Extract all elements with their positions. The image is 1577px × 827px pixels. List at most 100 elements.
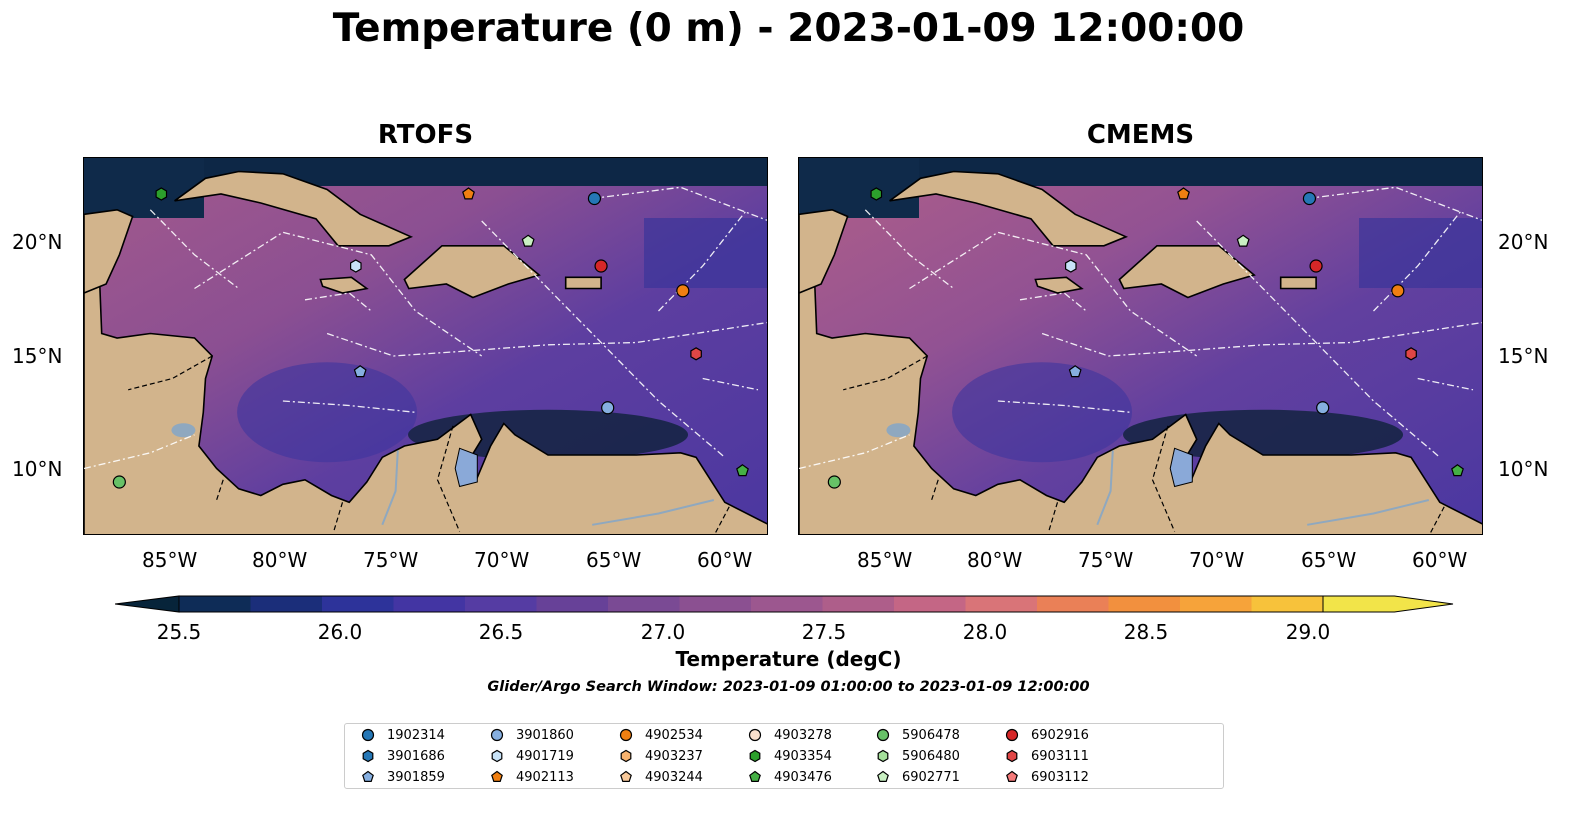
land-central <box>84 275 767 534</box>
land-yucatan <box>799 208 849 294</box>
legend-item-5906478: 5906478 <box>876 726 960 744</box>
colorbar-segment <box>1251 596 1324 612</box>
legend-label: 4903476 <box>774 769 832 785</box>
legend-item-6902771: 6902771 <box>876 768 960 786</box>
legend-marker-icon <box>362 749 374 763</box>
lon-tick-70w-right: 70°W <box>1189 548 1245 572</box>
land-puertorico <box>564 276 602 290</box>
float-marker-3901859 <box>1068 365 1082 378</box>
legend-marker-icon <box>490 728 504 742</box>
land-hispaniola <box>403 245 541 299</box>
lon-tick-60w: 60°W <box>697 548 753 572</box>
legend-marker-icon <box>619 728 633 742</box>
lat-tick-20n-left: 20°N <box>12 230 63 254</box>
colorbar-segment <box>322 596 394 612</box>
legend-label: 6903111 <box>1031 748 1089 764</box>
legend-marker-icon <box>749 749 761 763</box>
colorbar-segment <box>822 596 895 612</box>
lon-tick-85w: 85°W <box>142 548 198 572</box>
legend-label: 6902916 <box>1031 727 1089 743</box>
lat-tick-10n-left: 10°N <box>12 457 63 481</box>
lon-tick-70w: 70°W <box>474 548 530 572</box>
legend-item-4903476: 4903476 <box>748 768 832 786</box>
colorbar-segment <box>250 596 323 612</box>
legend-marker-icon <box>749 770 761 782</box>
legend-item-1902314: 1902314 <box>361 726 445 744</box>
legend-item-6902916: 6902916 <box>1005 726 1089 744</box>
legend-label: 4903354 <box>774 748 832 764</box>
legend-marker-icon <box>1006 749 1018 763</box>
float-legend: 1902314 3901686 3901859 3901860 4901719 49021… <box>344 723 1224 789</box>
legend-marker-icon <box>491 749 503 763</box>
legend-item-4903354: 4903354 <box>748 747 832 765</box>
lon-tick-65w-right: 65°W <box>1301 548 1357 572</box>
legend-label: 5906480 <box>902 748 960 764</box>
colorbar-segment <box>965 596 1038 612</box>
lat-tick-15n-left: 15°N <box>12 344 63 368</box>
colorbar-segment <box>751 596 823 612</box>
legend-item-3901686: 3901686 <box>361 747 445 765</box>
float-marker-3901859 <box>353 365 367 378</box>
float-marker-3901860 <box>1316 401 1330 415</box>
colorbar-segment <box>179 596 251 612</box>
legend-marker-icon <box>876 728 890 742</box>
float-marker-6902916 <box>594 259 608 273</box>
legend-label: 3901860 <box>516 727 574 743</box>
legend-marker-icon <box>362 770 374 782</box>
float-marker-6902771 <box>521 234 535 247</box>
colorbar-extend-max <box>1322 595 1454 613</box>
lon-tick-75w-right: 75°W <box>1078 548 1134 572</box>
colorbar-tick: 26.0 <box>317 620 363 644</box>
float-marker-3901860 <box>601 401 615 415</box>
land-hispaniola <box>1118 245 1256 299</box>
lon-tick-85w-right: 85°W <box>857 548 913 572</box>
legend-label: 6903112 <box>1031 769 1089 785</box>
float-marker-4903476 <box>736 464 749 477</box>
colorbar-segment <box>1108 596 1181 612</box>
land-jamaica <box>1034 276 1084 294</box>
land-yucatan <box>84 208 134 294</box>
land-central <box>799 275 1482 534</box>
float-marker-1902314 <box>587 191 602 206</box>
legend-label: 4902534 <box>645 727 703 743</box>
float-marker-6903111 <box>690 347 702 361</box>
float-marker-6902916 <box>1309 259 1323 273</box>
legend-item-4901719: 4901719 <box>490 747 574 765</box>
legend-marker-icon <box>1006 770 1018 782</box>
legend-item-3901860: 3901860 <box>490 726 574 744</box>
legend-marker-icon <box>361 728 375 742</box>
colorbar-segment <box>679 596 752 612</box>
legend-marker-icon <box>1005 728 1019 742</box>
float-marker-4903354 <box>870 187 883 201</box>
colorbar-tick: 27.0 <box>640 620 686 644</box>
legend-marker-icon <box>620 749 632 763</box>
float-marker-1902314 <box>1302 191 1317 206</box>
float-marker-5906478 <box>827 475 841 489</box>
legend-label: 4901719 <box>516 748 574 764</box>
lon-tick-60w-right: 60°W <box>1412 548 1468 572</box>
colorbar <box>114 592 1455 616</box>
legend-item-6903112: 6903112 <box>1005 768 1089 786</box>
colorbar-segment <box>1180 596 1252 612</box>
legend-marker-icon <box>620 770 632 782</box>
colorbar-tick: 29.0 <box>1285 620 1331 644</box>
rtofs-map <box>83 157 768 535</box>
legend-item-3901859: 3901859 <box>361 768 445 786</box>
legend-item-4902113: 4902113 <box>490 768 574 786</box>
legend-item-5906480: 5906480 <box>876 747 960 765</box>
land-cuba <box>174 170 414 247</box>
legend-label: 4903278 <box>774 727 832 743</box>
colorbar-segment <box>1037 596 1109 612</box>
legend-item-4903244: 4903244 <box>619 768 703 786</box>
colorbar-segment <box>465 596 537 612</box>
cmems-map <box>798 157 1483 535</box>
land-jamaica <box>319 276 369 294</box>
float-marker-4902534 <box>676 284 690 298</box>
colorbar-segment <box>393 596 466 612</box>
legend-marker-icon <box>748 728 762 742</box>
legend-label: 4902113 <box>516 769 574 785</box>
legend-label: 4903244 <box>645 769 703 785</box>
float-marker-4903354 <box>155 187 168 201</box>
lat-tick-20n-right: 20°N <box>1498 230 1549 254</box>
colorbar-tick: 27.5 <box>801 620 847 644</box>
